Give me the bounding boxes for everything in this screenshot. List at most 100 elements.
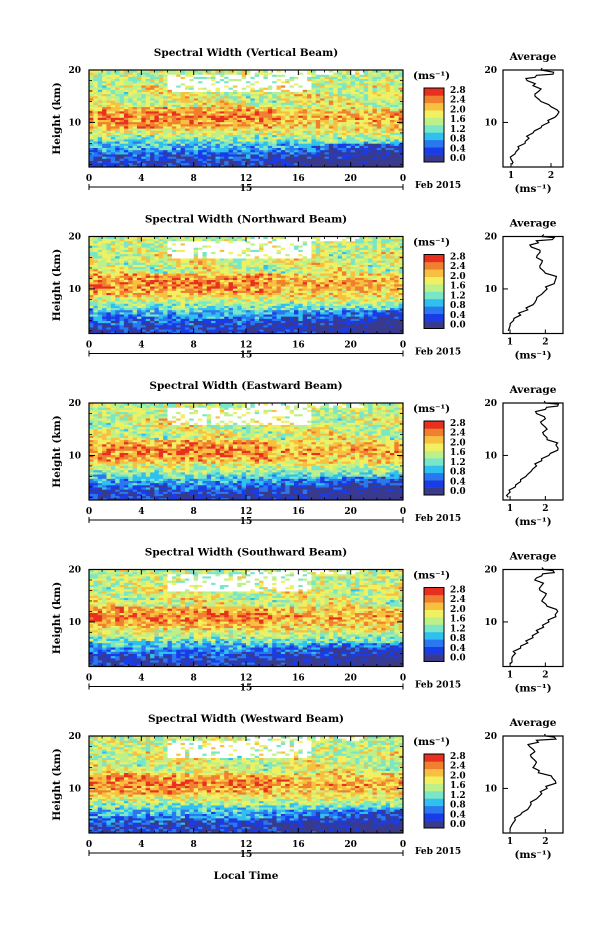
- heatmap-cell: [132, 331, 138, 334]
- heatmap-cell: [307, 288, 312, 291]
- heatmap-cell: [198, 162, 203, 166]
- heatmap-cell: [123, 134, 129, 138]
- heatmap-cell: [263, 309, 269, 313]
- heatmap-cell: [145, 134, 151, 138]
- heatmap-cell: [350, 158, 356, 161]
- heatmap-cell: [154, 143, 160, 146]
- heatmap-cell: [193, 102, 199, 105]
- heatmap-cell: [224, 117, 229, 120]
- heatmap-cell: [267, 126, 273, 129]
- heatmap-cell: [211, 80, 216, 84]
- heatmap-cell: [285, 307, 291, 311]
- heatmap-cell: [241, 164, 247, 168]
- heatmap-cell: [97, 138, 103, 142]
- heatmap-cell: [280, 74, 286, 77]
- heatmap-cell: [302, 286, 308, 289]
- heatmap-cell: [250, 286, 256, 289]
- heatmap-cell: [237, 311, 243, 315]
- heatmap-cell: [189, 121, 195, 125]
- heatmap-cell: [246, 126, 251, 129]
- heatmap-cell: [176, 307, 181, 311]
- heatmap-cell: [215, 154, 221, 157]
- heatmap-cell: [136, 292, 142, 296]
- heatmap-cell: [110, 151, 116, 155]
- average-frame: [502, 69, 564, 168]
- date-suffix: Feb 2015: [415, 181, 461, 191]
- heatmap-cell: [89, 290, 94, 293]
- heatmap-cell: [372, 134, 378, 138]
- heatmap-cell: [215, 283, 221, 287]
- heatmap-cell: [163, 108, 168, 112]
- heatmap-cell: [171, 136, 177, 140]
- heatmap-cell: [202, 98, 208, 101]
- heatmap-cell: [267, 156, 273, 159]
- heatmap-cell: [180, 98, 186, 101]
- heatmap-cell: [372, 314, 378, 317]
- heatmap-cell: [141, 130, 147, 133]
- colorbar-swatch: [424, 125, 444, 133]
- heatmap-cell: [389, 316, 395, 319]
- heatmap-cell: [289, 316, 295, 319]
- heatmap-cell: [333, 132, 338, 136]
- heatmap-cell: [228, 78, 234, 82]
- heatmap-cell: [280, 117, 286, 120]
- heatmap-cell: [280, 110, 286, 114]
- heatmap-cell: [368, 294, 373, 298]
- heatmap-cell: [163, 72, 168, 75]
- heatmap-cell: [311, 141, 317, 144]
- heatmap-cell: [241, 82, 247, 86]
- heatmap-cell: [176, 93, 181, 97]
- heatmap-cell: [150, 283, 155, 287]
- heatmap-cell: [302, 136, 308, 140]
- heatmap-cell: [315, 110, 321, 114]
- heatmap-cell: [219, 117, 225, 120]
- heatmap-cell: [123, 160, 129, 164]
- heatmap-cell: [158, 138, 164, 142]
- heatmap-cell: [102, 327, 107, 330]
- heatmap-cell: [280, 307, 286, 311]
- heatmap-cell: [363, 301, 369, 304]
- heatmap-cell: [215, 78, 221, 82]
- heatmap-cell: [341, 123, 347, 127]
- heatmap-cell: [110, 164, 116, 168]
- heatmap-cell: [259, 80, 264, 84]
- heatmap-cell: [198, 72, 203, 75]
- heatmap-cell: [280, 98, 286, 101]
- heatmap-cell: [193, 121, 199, 125]
- heatmap-cell: [163, 288, 168, 291]
- heatmap-cell: [163, 117, 168, 120]
- heatmap-cell: [320, 154, 325, 157]
- heatmap-cell: [341, 292, 347, 296]
- heatmap-cell: [259, 307, 264, 311]
- heatmap-cell: [219, 78, 225, 82]
- heatmap-cell: [136, 108, 142, 112]
- heatmap-cell: [363, 314, 369, 317]
- heatmap-cell: [368, 147, 373, 151]
- heatmap-cell: [150, 147, 155, 151]
- heatmap-cell: [180, 130, 186, 133]
- heatmap-cell: [272, 294, 277, 298]
- heatmap-cell: [376, 303, 382, 306]
- heatmap-cell: [280, 324, 286, 328]
- heatmap-cell: [176, 145, 181, 148]
- heatmap-cell: [363, 307, 369, 311]
- heatmap-cell: [363, 158, 369, 161]
- heatmap-cell: [215, 311, 221, 315]
- heatmap-cell: [232, 151, 238, 155]
- heatmap-cell: [115, 76, 120, 80]
- heatmap-cell: [154, 158, 160, 161]
- heatmap-cell: [115, 123, 120, 127]
- heatmap-cell: [302, 110, 308, 114]
- heatmap-cell: [180, 288, 186, 291]
- heatmap-cell: [381, 143, 386, 146]
- heatmap-cell: [167, 106, 173, 110]
- heatmap-cell: [389, 76, 395, 80]
- heatmap-cell: [189, 108, 195, 112]
- heatmap-cell: [298, 290, 304, 293]
- heatmap-cell: [398, 309, 404, 313]
- heatmap-cell: [276, 91, 282, 95]
- heatmap-cell: [315, 143, 321, 146]
- heatmap-cell: [267, 160, 273, 164]
- heatmap-cell: [132, 145, 138, 148]
- heatmap-cell: [307, 138, 312, 142]
